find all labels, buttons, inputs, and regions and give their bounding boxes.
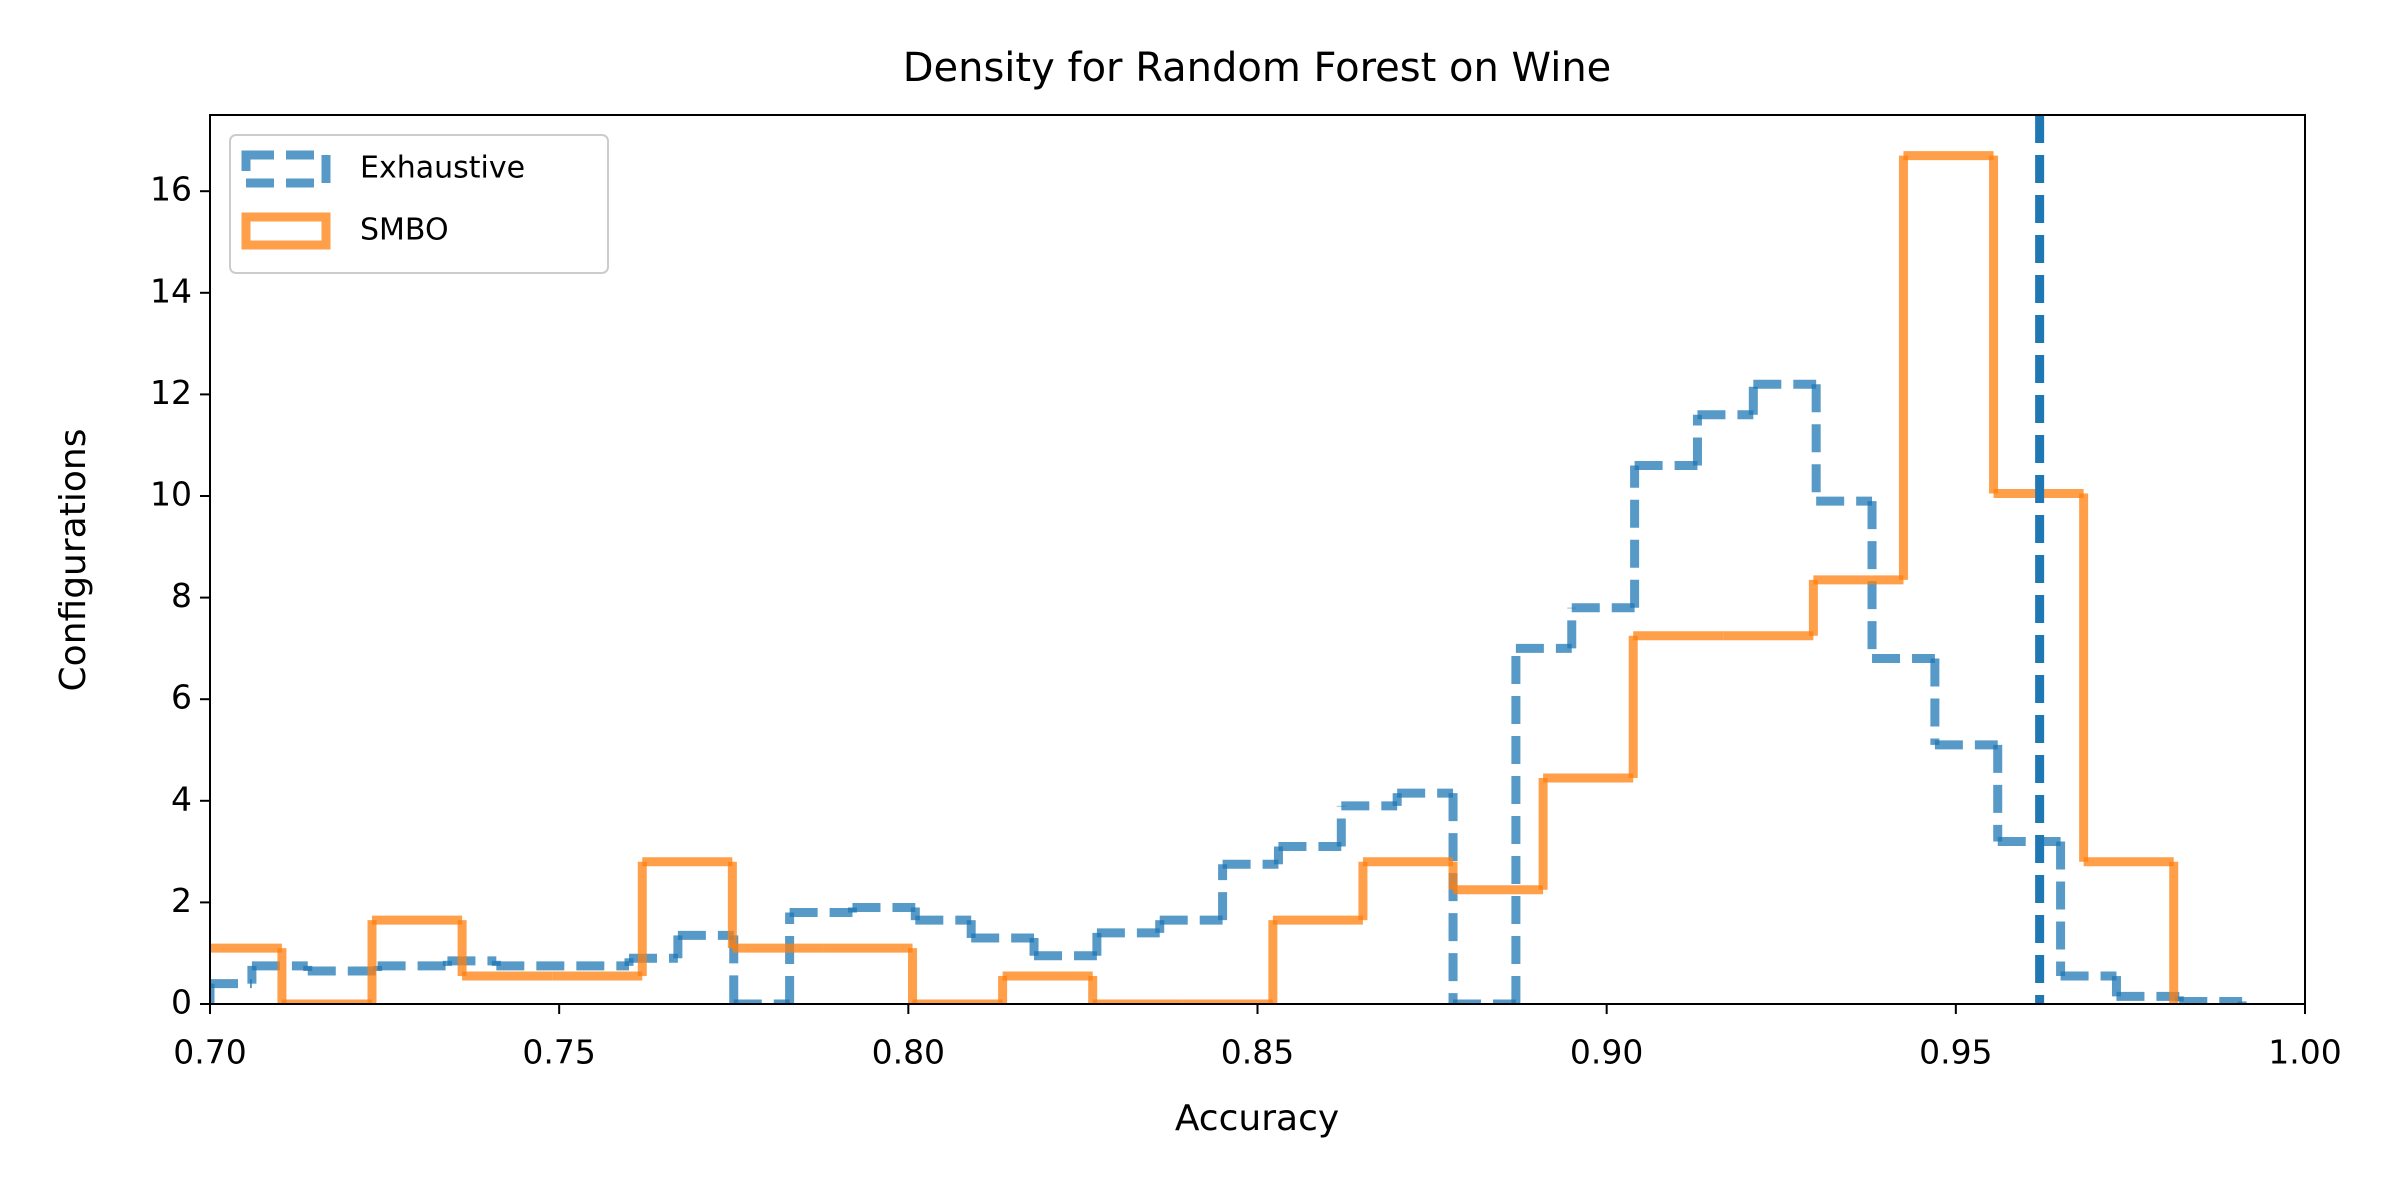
y-tick-label: 0 (171, 983, 192, 1022)
x-tick-label: 0.80 (872, 1033, 945, 1072)
y-tick-label: 12 (150, 373, 192, 412)
y-tick-label: 6 (171, 678, 192, 717)
y-tick-label: 4 (171, 779, 192, 818)
y-tick-label: 10 (150, 475, 192, 514)
x-tick-label: 0.70 (173, 1033, 246, 1072)
x-tick-label: 0.75 (522, 1033, 595, 1072)
legend-label: SMBO (360, 213, 449, 248)
legend-label: Exhaustive (360, 151, 525, 186)
y-tick-label: 2 (171, 881, 192, 920)
y-tick-label: 8 (171, 576, 192, 615)
chart-title: Density for Random Forest on Wine (903, 45, 1612, 91)
x-tick-label: 0.85 (1221, 1033, 1294, 1072)
y-tick-label: 16 (150, 170, 192, 209)
x-tick-label: 0.95 (1919, 1033, 1992, 1072)
x-axis-label: Accuracy (1175, 1098, 1339, 1139)
y-axis-label: Configurations (53, 429, 94, 692)
x-tick-label: 1.00 (2268, 1033, 2341, 1072)
y-tick-label: 14 (150, 271, 192, 310)
x-tick-label: 0.90 (1570, 1033, 1643, 1072)
plot-area (210, 115, 2247, 1004)
legend-swatch (241, 212, 331, 250)
legend-swatch (241, 150, 331, 188)
